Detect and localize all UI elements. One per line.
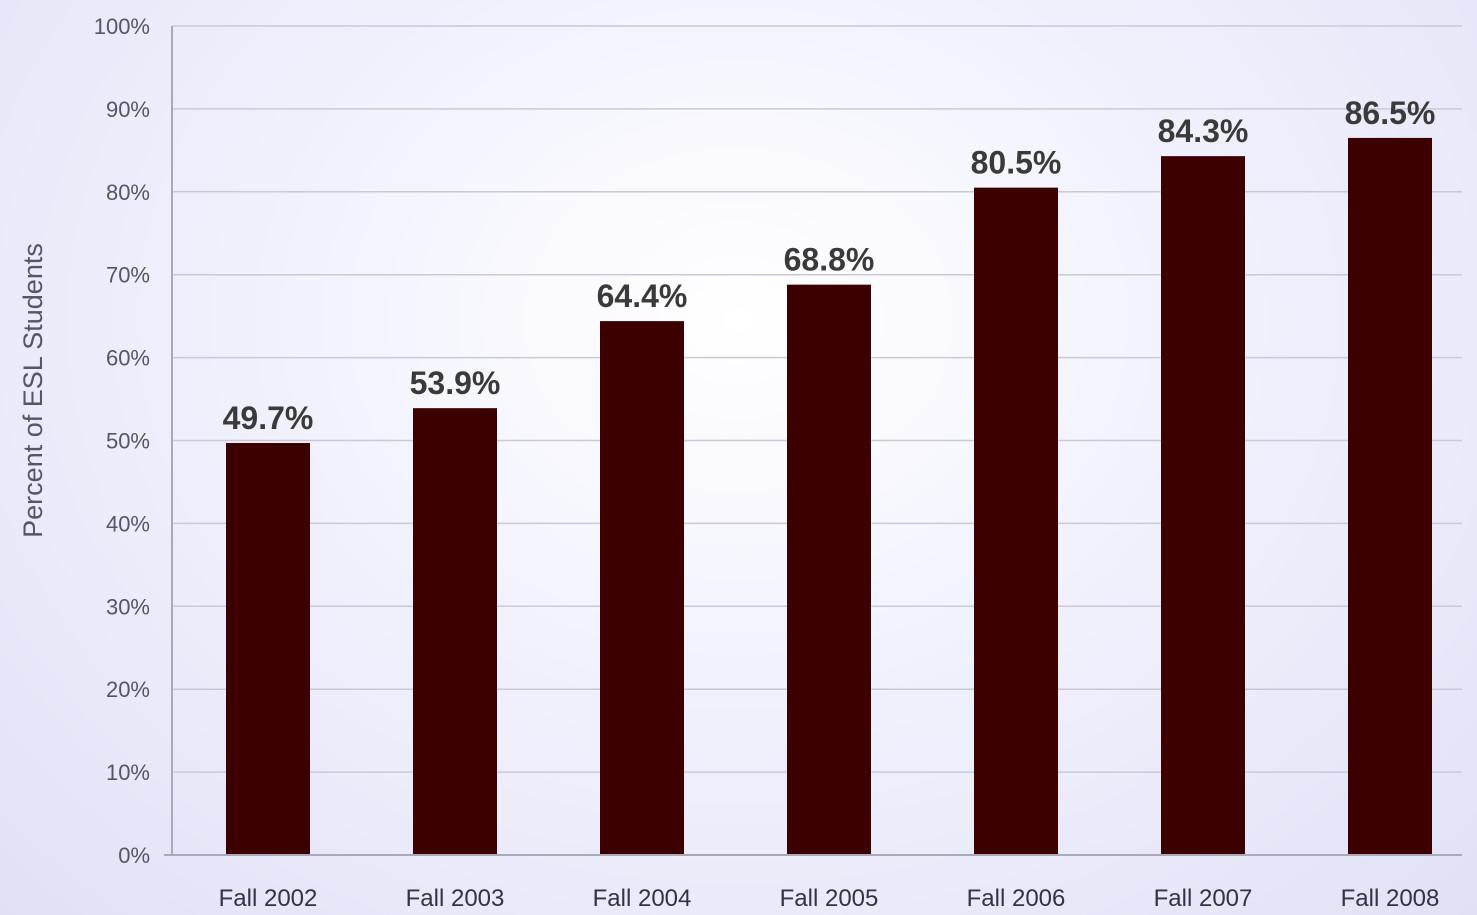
y-tick-label: 20% xyxy=(106,677,150,702)
x-category-label: Fall 2007 xyxy=(1154,885,1253,912)
x-category-label: Fall 2004 xyxy=(593,885,692,912)
bar xyxy=(600,321,684,855)
y-tick-label: 100% xyxy=(94,14,150,39)
y-tick-label: 50% xyxy=(106,429,150,454)
x-axis-categories: Fall 2002 Fall 2003 Fall 2004 Fall 2005 Fall… xyxy=(219,885,1440,912)
y-axis-title: Percent of ESL Students xyxy=(18,243,48,538)
bars xyxy=(226,137,1432,856)
x-category-label: Fall 2005 xyxy=(780,885,879,912)
bar-value-label: 80.5% xyxy=(971,145,1062,181)
bar xyxy=(1348,137,1432,856)
x-category-label: Fall 2006 xyxy=(967,885,1066,912)
bar-value-label: 64.4% xyxy=(597,278,688,314)
bar xyxy=(413,408,497,855)
x-category-label: Fall 2003 xyxy=(406,885,505,912)
bar-value-label: 53.9% xyxy=(410,365,501,401)
y-tick-label: 10% xyxy=(106,760,150,785)
y-tick-label: 40% xyxy=(106,511,150,536)
bar-value-label: 68.8% xyxy=(784,242,875,278)
y-tick-label: 60% xyxy=(106,346,150,371)
x-category-label: Fall 2002 xyxy=(219,885,318,912)
y-tick-label: 70% xyxy=(106,263,150,288)
bar xyxy=(1161,156,1245,855)
data-labels: 49.7% 53.9% 64.4% 68.8% 80.5% 84.3% 86.5% xyxy=(223,95,1436,436)
y-axis-ticks: 0% 10% 20% 30% 40% 50% 60% 70% 80% 90% 100% xyxy=(94,14,150,868)
bar-value-label: 84.3% xyxy=(1158,113,1249,149)
x-category-label: Fall 2008 xyxy=(1341,885,1440,912)
y-tick-label: 90% xyxy=(106,97,150,122)
bar-value-label: 49.7% xyxy=(223,400,314,436)
bar-value-label: 86.5% xyxy=(1345,95,1436,131)
bar xyxy=(787,284,871,855)
bar xyxy=(226,442,310,855)
y-tick-label: 80% xyxy=(106,180,150,205)
y-tick-label: 30% xyxy=(106,594,150,619)
bar xyxy=(974,187,1058,855)
y-tick-label: 0% xyxy=(118,843,150,868)
